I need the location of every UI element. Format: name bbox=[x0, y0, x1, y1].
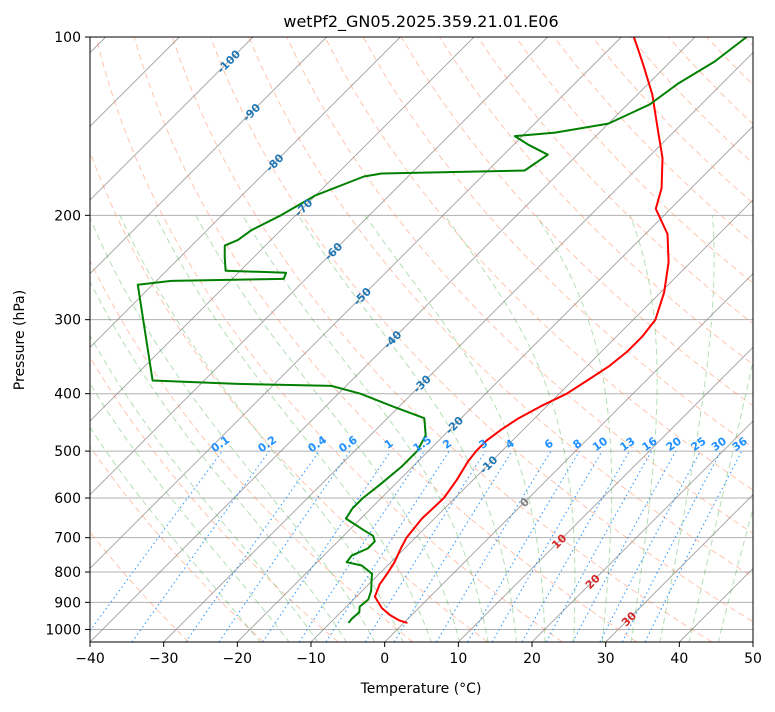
y-axis-label: Pressure (hPa) bbox=[12, 290, 28, 390]
x-tick-label: 10 bbox=[449, 651, 467, 667]
y-tick-label: 700 bbox=[54, 531, 81, 547]
y-tick-label: 600 bbox=[54, 491, 81, 507]
x-tick-label: −10 bbox=[296, 651, 326, 667]
y-tick-label: 800 bbox=[54, 565, 81, 581]
x-tick-label: 50 bbox=[744, 651, 762, 667]
y-tick-label: 400 bbox=[54, 387, 81, 403]
x-tick-label: −40 bbox=[75, 651, 105, 667]
x-tick-label: 30 bbox=[597, 651, 615, 667]
x-axis-label: Temperature (°C) bbox=[360, 681, 482, 697]
y-tick-label: 300 bbox=[54, 313, 81, 329]
chart-title: wetPf2_GN05.2025.359.21.01.E06 bbox=[283, 12, 558, 32]
y-tick-label: 900 bbox=[54, 595, 81, 611]
x-tick-label: 40 bbox=[670, 651, 688, 667]
y-tick-label: 1000 bbox=[45, 622, 81, 638]
x-tick-label: 20 bbox=[523, 651, 541, 667]
x-tick-label: 0 bbox=[380, 651, 389, 667]
x-tick-label: −20 bbox=[223, 651, 253, 667]
y-tick-label: 100 bbox=[54, 30, 81, 46]
y-tick-label: 500 bbox=[54, 444, 81, 460]
y-tick-label: 200 bbox=[54, 208, 81, 224]
x-tick-label: −30 bbox=[149, 651, 179, 667]
